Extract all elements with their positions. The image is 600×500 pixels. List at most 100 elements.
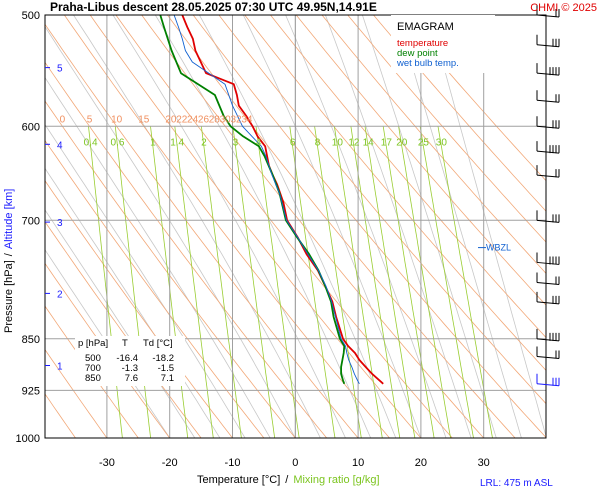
mixing-ratio-line: [364, 126, 416, 438]
wind-barb: [536, 165, 560, 178]
moist-adiabat-line: [428, 15, 546, 438]
pressure-tick-label: 500: [22, 10, 40, 22]
mixing-ratio-line: [334, 126, 383, 438]
dry-adiabat-label: 30: [220, 114, 232, 125]
dry-adiabat-line: [115, 15, 453, 438]
wind-barb: [536, 346, 560, 360]
temperature-tick-label: -30: [99, 457, 115, 469]
dry-adiabat-line: [45, 180, 233, 438]
pressure-tick-label: 600: [22, 121, 40, 133]
mixing-ratio-line: [255, 126, 300, 438]
dry-adiabat-line: [45, 61, 328, 438]
table-cell: 7.6: [125, 373, 138, 384]
mixing-ratio-label: 14: [363, 137, 375, 148]
dry-adiabat-line: [372, 15, 546, 212]
mixing-ratio-label: 30: [436, 137, 448, 148]
table-cell: 7.1: [161, 373, 174, 384]
dry-adiabat-label: 20: [165, 114, 177, 125]
wind-barb-shaft: [536, 383, 560, 387]
temperature-tick-label: 10: [352, 457, 364, 469]
moist-adiabat-line: [45, 167, 221, 438]
mixing-ratio-line: [150, 126, 189, 438]
wind-barb-shaft: [536, 281, 560, 285]
wind-barb-shaft: [536, 219, 560, 223]
lrl-text: LRL: 475 m ASL: [480, 478, 553, 489]
table-header-td: Td [°C]: [143, 338, 173, 349]
dry-adiabat-line: [321, 15, 546, 274]
dry-adiabat-line: [218, 15, 546, 405]
temperature-tick-label: -10: [225, 457, 241, 469]
table-cell: -16.4: [116, 353, 138, 364]
dry-adiabat-label: 10: [111, 114, 123, 125]
mixing-ratio-label: 0.4: [84, 137, 98, 148]
svg-text:Temperature [°C]/Mixing ratio: Temperature [°C] / Mixing ratio [g/kg]: [197, 474, 380, 486]
wind-barb: [536, 116, 560, 129]
summary-table: p [hPa] T Td [°C] 500 -16.4 -18.2 700 -1…: [75, 336, 185, 386]
pressure-tick-label: 700: [22, 215, 40, 227]
mixing-ratio-lines: [88, 126, 493, 438]
moist-adiabat-line: [73, 15, 321, 438]
mixing-ratio-line: [437, 126, 493, 438]
mixing-ratio-label: 12: [348, 137, 360, 148]
wind-barb-shaft: [536, 125, 560, 129]
moist-adiabat-line: [361, 15, 497, 438]
mixing-ratio-label: 0.6: [111, 137, 125, 148]
wind-barb-shaft: [536, 356, 560, 360]
mixing-ratio-label: 1: [150, 137, 156, 148]
moist-adiabat-line: [324, 15, 472, 438]
table-cell: 850: [85, 373, 101, 384]
series-dew-point: [159, 15, 346, 385]
pressure-tick-label: 850: [22, 334, 40, 346]
altitude-tick-label: 3: [57, 218, 63, 229]
xlabel-temperature: Temperature [°C]: [197, 474, 280, 486]
legend-heading: EMAGRAM: [397, 21, 454, 33]
wind-barb-shaft: [536, 261, 560, 265]
wind-barb: [536, 373, 560, 387]
table-cell: -18.2: [152, 353, 174, 364]
moist-adiabat-line: [396, 15, 522, 438]
dry-adiabat-label: 22: [176, 114, 188, 125]
dry-adiabat-label: 34: [241, 114, 253, 125]
mixing-ratio-line: [289, 126, 336, 438]
xlabel-separator: /: [285, 474, 289, 486]
wind-barb-shaft: [536, 14, 560, 18]
dry-adiabat-line: [45, 139, 265, 438]
dry-adiabat-label: 26: [198, 114, 210, 125]
mixing-ratio-line: [398, 126, 451, 438]
dry-adiabat-line: [192, 15, 546, 438]
dry-adiabat-line: [244, 15, 546, 371]
mixing-ratio-line: [88, 126, 123, 438]
moist-adiabats: [45, 15, 546, 438]
mixing-ratio-line: [201, 126, 242, 438]
wind-barb-shaft: [536, 44, 560, 48]
legend-dew-point: dew point: [397, 48, 438, 59]
dry-adiabat-line: [45, 100, 296, 438]
ylabel-pressure: Pressure [hPa]: [3, 260, 15, 333]
dry-adiabat-label: 15: [138, 114, 150, 125]
mixing-ratio-line: [232, 126, 276, 438]
mixing-ratio-label: 10: [332, 137, 344, 148]
dry-adiabat-line: [89, 15, 422, 438]
ylabel-separator: /: [3, 252, 15, 256]
pressure-tick-label: 1000: [16, 433, 40, 445]
altitude-tick-label: 4: [57, 140, 63, 151]
dry-adiabat-label: 24: [187, 114, 199, 125]
wind-barb: [536, 252, 560, 265]
dry-adiabat-label: 32: [230, 114, 242, 125]
table-cell: 500: [85, 353, 101, 364]
temperature-tick-label: 20: [415, 457, 427, 469]
chart-title: Praha-Libus descent 28.05.2025 07:30 UTC…: [50, 0, 377, 14]
dry-adiabat-line: [45, 23, 359, 438]
wind-barb: [536, 90, 560, 103]
wind-barb: [536, 328, 560, 342]
credit-text: CHMI © 2025: [530, 2, 597, 14]
mixing-ratio-line: [350, 126, 401, 438]
mixing-ratio-label: 1.4: [170, 137, 184, 148]
wind-barb: [536, 210, 560, 223]
wind-barbs: [536, 5, 560, 387]
series-wet-bulb-temp: [173, 15, 360, 385]
wind-barb: [536, 291, 560, 305]
series-temperature: [181, 15, 384, 385]
temperature-tick-label: -20: [162, 457, 178, 469]
temperature-tick-label: 0: [292, 457, 298, 469]
